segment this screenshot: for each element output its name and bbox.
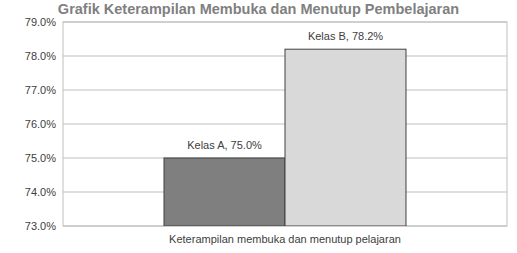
chart-container: Grafik Keterampilan Membuka dan Menutup …	[0, 0, 517, 253]
y-tick-label: 76.0%	[25, 118, 56, 130]
plot-frame	[63, 22, 507, 226]
data-label: Kelas B, 78.2%	[308, 30, 383, 42]
x-tick-label: Keterampilan membuka dan menutup pelajar…	[169, 233, 401, 245]
y-tick-label: 79.0%	[25, 16, 56, 28]
data-label: Kelas A, 75.0%	[187, 139, 262, 151]
bar-group	[164, 49, 406, 226]
y-tick-label: 75.0%	[25, 152, 56, 164]
y-tick-label: 73.0%	[25, 220, 56, 232]
bar	[164, 158, 285, 226]
chart-title: Grafik Keterampilan Membuka dan Menutup …	[58, 1, 459, 17]
y-tick-label: 77.0%	[25, 84, 56, 96]
chart-svg: Grafik Keterampilan Membuka dan Menutup …	[0, 0, 517, 253]
y-tick-label: 74.0%	[25, 186, 56, 198]
y-tick-label: 78.0%	[25, 50, 56, 62]
bar	[285, 49, 406, 226]
